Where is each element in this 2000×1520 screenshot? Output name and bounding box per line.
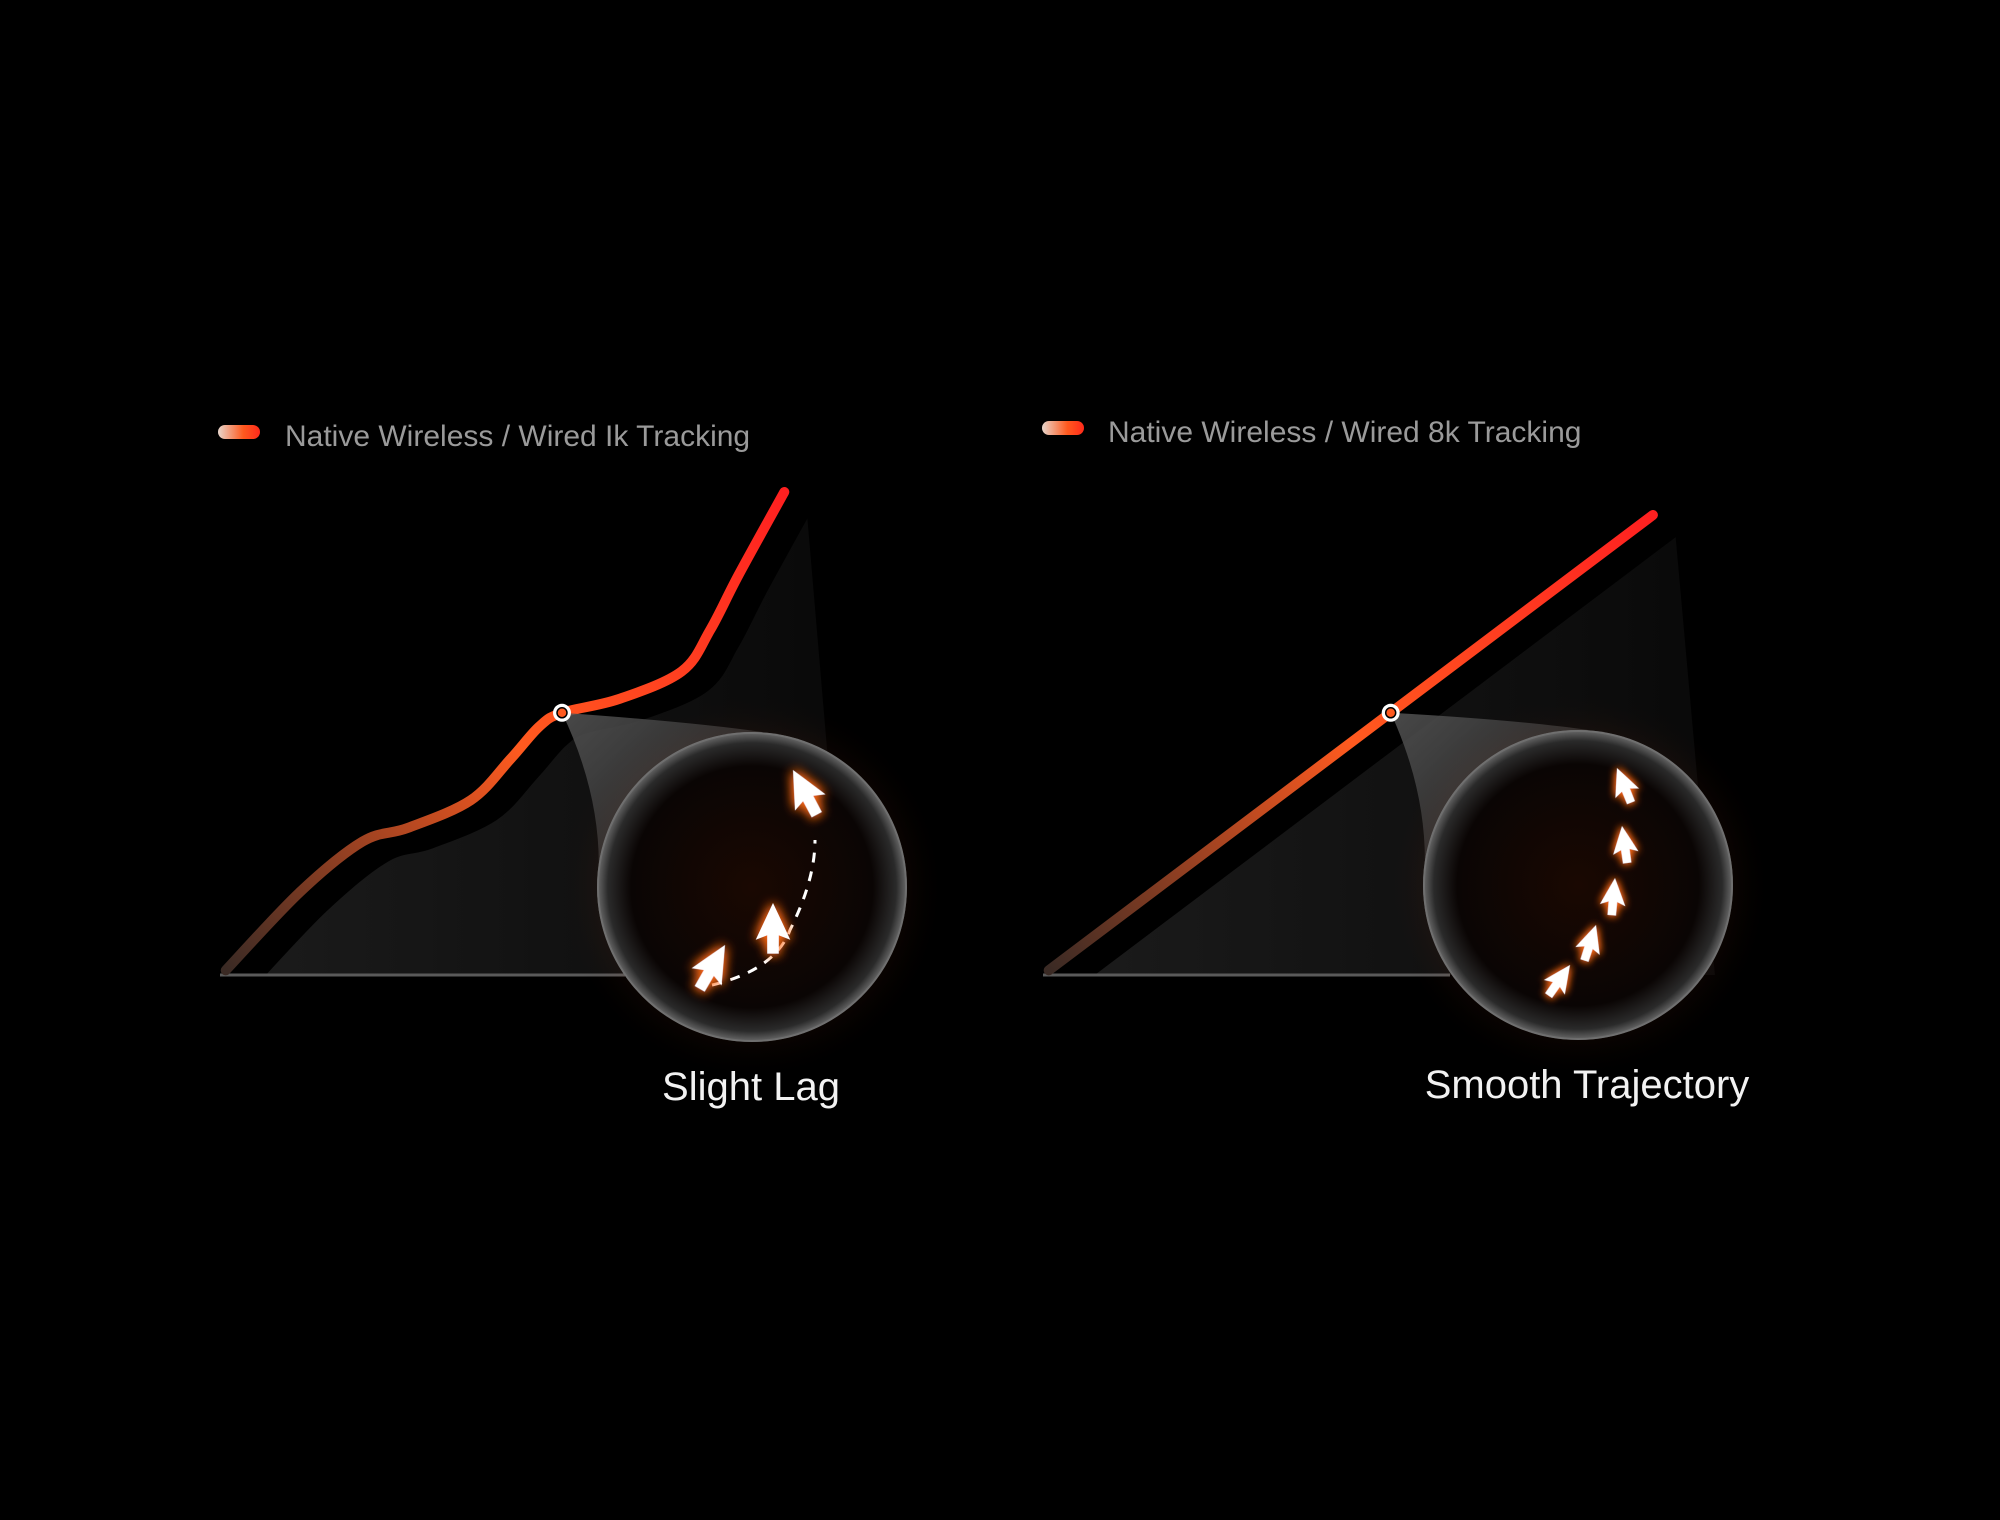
highlight-marker-core bbox=[1384, 707, 1397, 719]
cursor-arrow-icon bbox=[793, 770, 826, 818]
cursor-arrow-icon bbox=[1613, 826, 1639, 864]
cursor-arrow-icon bbox=[1615, 768, 1640, 805]
legend-swatch bbox=[1042, 421, 1084, 435]
cursor-arrow-icon bbox=[755, 903, 791, 954]
cursor-arrow-icon bbox=[691, 945, 725, 992]
cursor-arrow-icon bbox=[1543, 965, 1570, 999]
series-line bbox=[1043, 510, 1658, 976]
line-shadow bbox=[240, 499, 814, 992]
chart-1 bbox=[218, 425, 947, 1082]
series-line bbox=[220, 487, 790, 976]
legend-label-8k: Native Wireless / Wired 8k Tracking bbox=[1108, 416, 1581, 449]
magnifier-lens bbox=[597, 732, 907, 1042]
lens-rim bbox=[597, 732, 907, 1042]
highlight-marker-core bbox=[556, 707, 568, 719]
line-shadow bbox=[1063, 522, 1682, 992]
caption-slight-lag: Slight Lag bbox=[662, 1065, 840, 1109]
magnifier-lens bbox=[1423, 730, 1733, 1040]
trajectory-dashed-path bbox=[711, 839, 817, 987]
cursor-arrow-icon bbox=[1599, 878, 1626, 916]
legend-label-1k: Native Wireless / Wired Ik Tracking bbox=[285, 420, 750, 453]
cursor-arrow-icon bbox=[1575, 925, 1600, 962]
legend-swatch bbox=[218, 425, 260, 439]
chart-2 bbox=[1041, 421, 1773, 1080]
lens-rim bbox=[1423, 730, 1733, 1040]
caption-smooth-trajectory: Smooth Trajectory bbox=[1425, 1063, 1750, 1107]
